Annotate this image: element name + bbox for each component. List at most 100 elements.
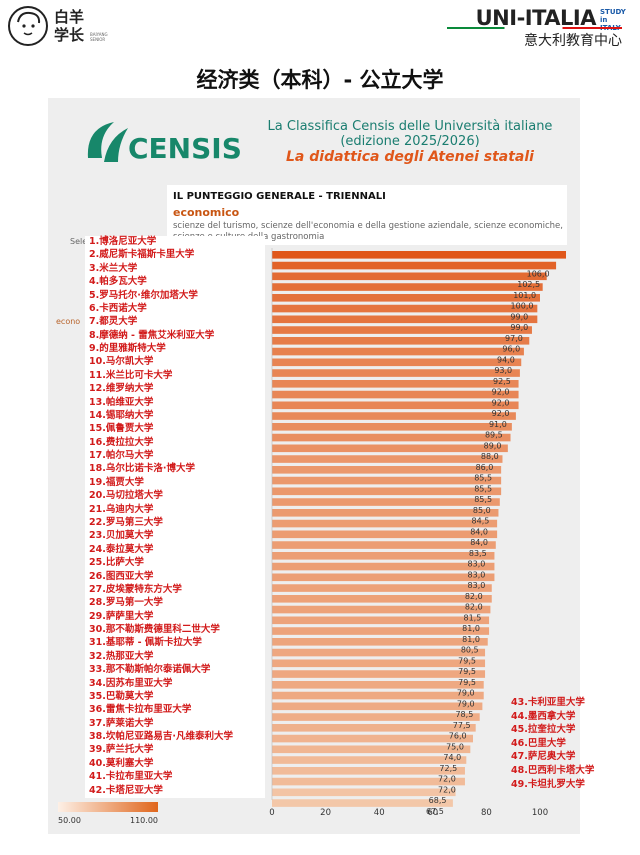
bar — [272, 734, 473, 743]
bar — [272, 691, 484, 700]
university-list-panel — [85, 236, 265, 798]
university-label: 28.罗马第一大学 — [89, 597, 163, 609]
bar — [272, 433, 511, 442]
university-label: 8.摩德纳 - 雷焦艾米利亚大学 — [89, 329, 215, 341]
university-label: 39.萨兰托大学 — [89, 744, 154, 756]
info-box — [167, 185, 567, 245]
university-label: 22.罗马第三大学 — [89, 516, 163, 528]
info-box-category: economico — [173, 206, 240, 219]
university-label: 44.墨西拿大学 — [511, 710, 576, 722]
bar — [272, 326, 532, 334]
university-label: 38.坎帕尼亚路易吉·凡维泰利大学 — [89, 731, 233, 743]
university-label: 14.锡耶纳大学 — [89, 409, 154, 421]
value-labels-group: 106,0102,5101,0100,099,099,097,096,094,0… — [426, 269, 550, 815]
bar-value-label: 75,0 — [446, 742, 464, 751]
bar-value-label: 79,5 — [458, 667, 476, 676]
bar-value-label: 79,0 — [457, 699, 475, 708]
university-label: 25.比萨大学 — [89, 557, 144, 569]
bar-value-label: 88,0 — [481, 452, 499, 461]
bar — [272, 573, 495, 582]
bar — [272, 509, 499, 517]
university-label: 13.帕维亚大学 — [89, 396, 154, 408]
uni-italia-logo: UNI-ITALIA STUDY in ITALY 意大利教育中心 — [402, 6, 632, 49]
x-tick-label: 20 — [320, 808, 331, 818]
bar-value-label: 83,5 — [469, 549, 487, 558]
bar-value-label: 101,0 — [513, 291, 536, 300]
bar-value-label: 80,5 — [461, 646, 479, 655]
bar — [272, 713, 480, 721]
university-label: 32.热那亚大学 — [89, 650, 154, 662]
bar-value-label: 77,5 — [453, 721, 471, 730]
bar-value-label: 82,0 — [465, 603, 483, 612]
bar-value-label: 84,5 — [472, 517, 490, 526]
censis-logo: CENSIS — [84, 118, 244, 168]
bar — [272, 627, 490, 635]
bar — [272, 444, 508, 453]
bar-value-label: 92,0 — [492, 398, 510, 407]
italian-flag-bar — [447, 27, 622, 29]
university-label: 18.乌尔比诺卡洛·博大学 — [89, 463, 195, 475]
university-label: 27.皮埃蒙特东方大学 — [89, 583, 182, 595]
bar — [272, 530, 498, 539]
bar-value-label: 92,0 — [492, 388, 510, 397]
university-label: 21.乌迪内大学 — [89, 503, 154, 515]
university-label: 43.卡利亚里大学 — [511, 697, 585, 708]
censis-swoosh-icon — [87, 122, 128, 162]
bar — [272, 304, 538, 313]
bar-value-label: 83,0 — [468, 581, 486, 590]
bar — [272, 261, 557, 270]
bar-value-label: 85,5 — [474, 484, 492, 493]
bar-value-label: 85,5 — [474, 495, 492, 504]
university-label: 11.米兰比可卡大学 — [89, 369, 173, 381]
bar-value-label: 99,0 — [510, 312, 528, 321]
bar-value-label: 93,0 — [494, 366, 512, 375]
bar — [272, 380, 519, 388]
brand-name: 白羊 学长 — [54, 8, 85, 44]
bar — [272, 541, 496, 549]
select-fragment: Sele — [70, 237, 88, 246]
x-tick-label: 80 — [481, 808, 492, 818]
university-label: 30.那不勒斯费德里科二世大学 — [89, 624, 220, 636]
university-label: 24.泰拉莫大学 — [89, 543, 154, 555]
university-label: 26.图西亚大学 — [89, 570, 154, 582]
bar — [272, 605, 491, 614]
bar-value-label: 96,0 — [502, 345, 520, 354]
university-label: 36.雷焦卡拉布里亚大学 — [89, 704, 192, 716]
color-legend-bar — [58, 802, 158, 812]
university-label: 3.米兰大学 — [89, 262, 138, 274]
bar — [272, 519, 498, 528]
bar — [272, 777, 465, 786]
x-tick-label: 0 — [269, 808, 274, 818]
bar — [272, 724, 476, 732]
bar — [272, 337, 530, 345]
bar-value-label: 83,0 — [468, 570, 486, 579]
bar — [272, 659, 486, 668]
university-label: 40.莫利塞大学 — [89, 757, 154, 769]
bar — [272, 466, 502, 474]
bar — [272, 423, 512, 431]
bar-value-label: 89,0 — [484, 441, 502, 450]
bar — [272, 745, 471, 754]
bar-value-label: 106,0 — [527, 269, 550, 278]
bar-value-label: 74,0 — [443, 753, 461, 762]
bar — [272, 670, 486, 678]
bar — [272, 358, 522, 367]
university-label: 42.卡塔尼亚大学 — [89, 784, 163, 796]
bar-value-label: 92,0 — [492, 409, 510, 418]
bar — [272, 648, 486, 657]
university-label: 19.福贾大学 — [89, 476, 144, 488]
censis-wordmark: CENSIS — [128, 132, 242, 165]
bar-value-label: 72,5 — [439, 764, 457, 773]
university-label: 2.威尼斯卡福斯卡里大学 — [89, 249, 195, 261]
bar-value-label: 72,0 — [438, 775, 456, 784]
bar-value-label: 81,5 — [464, 613, 482, 622]
bar — [272, 616, 490, 625]
university-label: 4.帕多瓦大学 — [89, 276, 147, 288]
bar-value-label: 89,5 — [485, 431, 503, 440]
bar — [272, 390, 519, 399]
x-tick-label: 100 — [532, 808, 548, 818]
info-box-title: IL PUNTEGGIO GENERALE - TRIENNALI — [173, 191, 386, 202]
university-label: 20.马切拉塔大学 — [89, 490, 163, 502]
x-tick-label: 60 — [427, 808, 438, 818]
university-label: 45.拉奎拉大学 — [511, 724, 576, 736]
